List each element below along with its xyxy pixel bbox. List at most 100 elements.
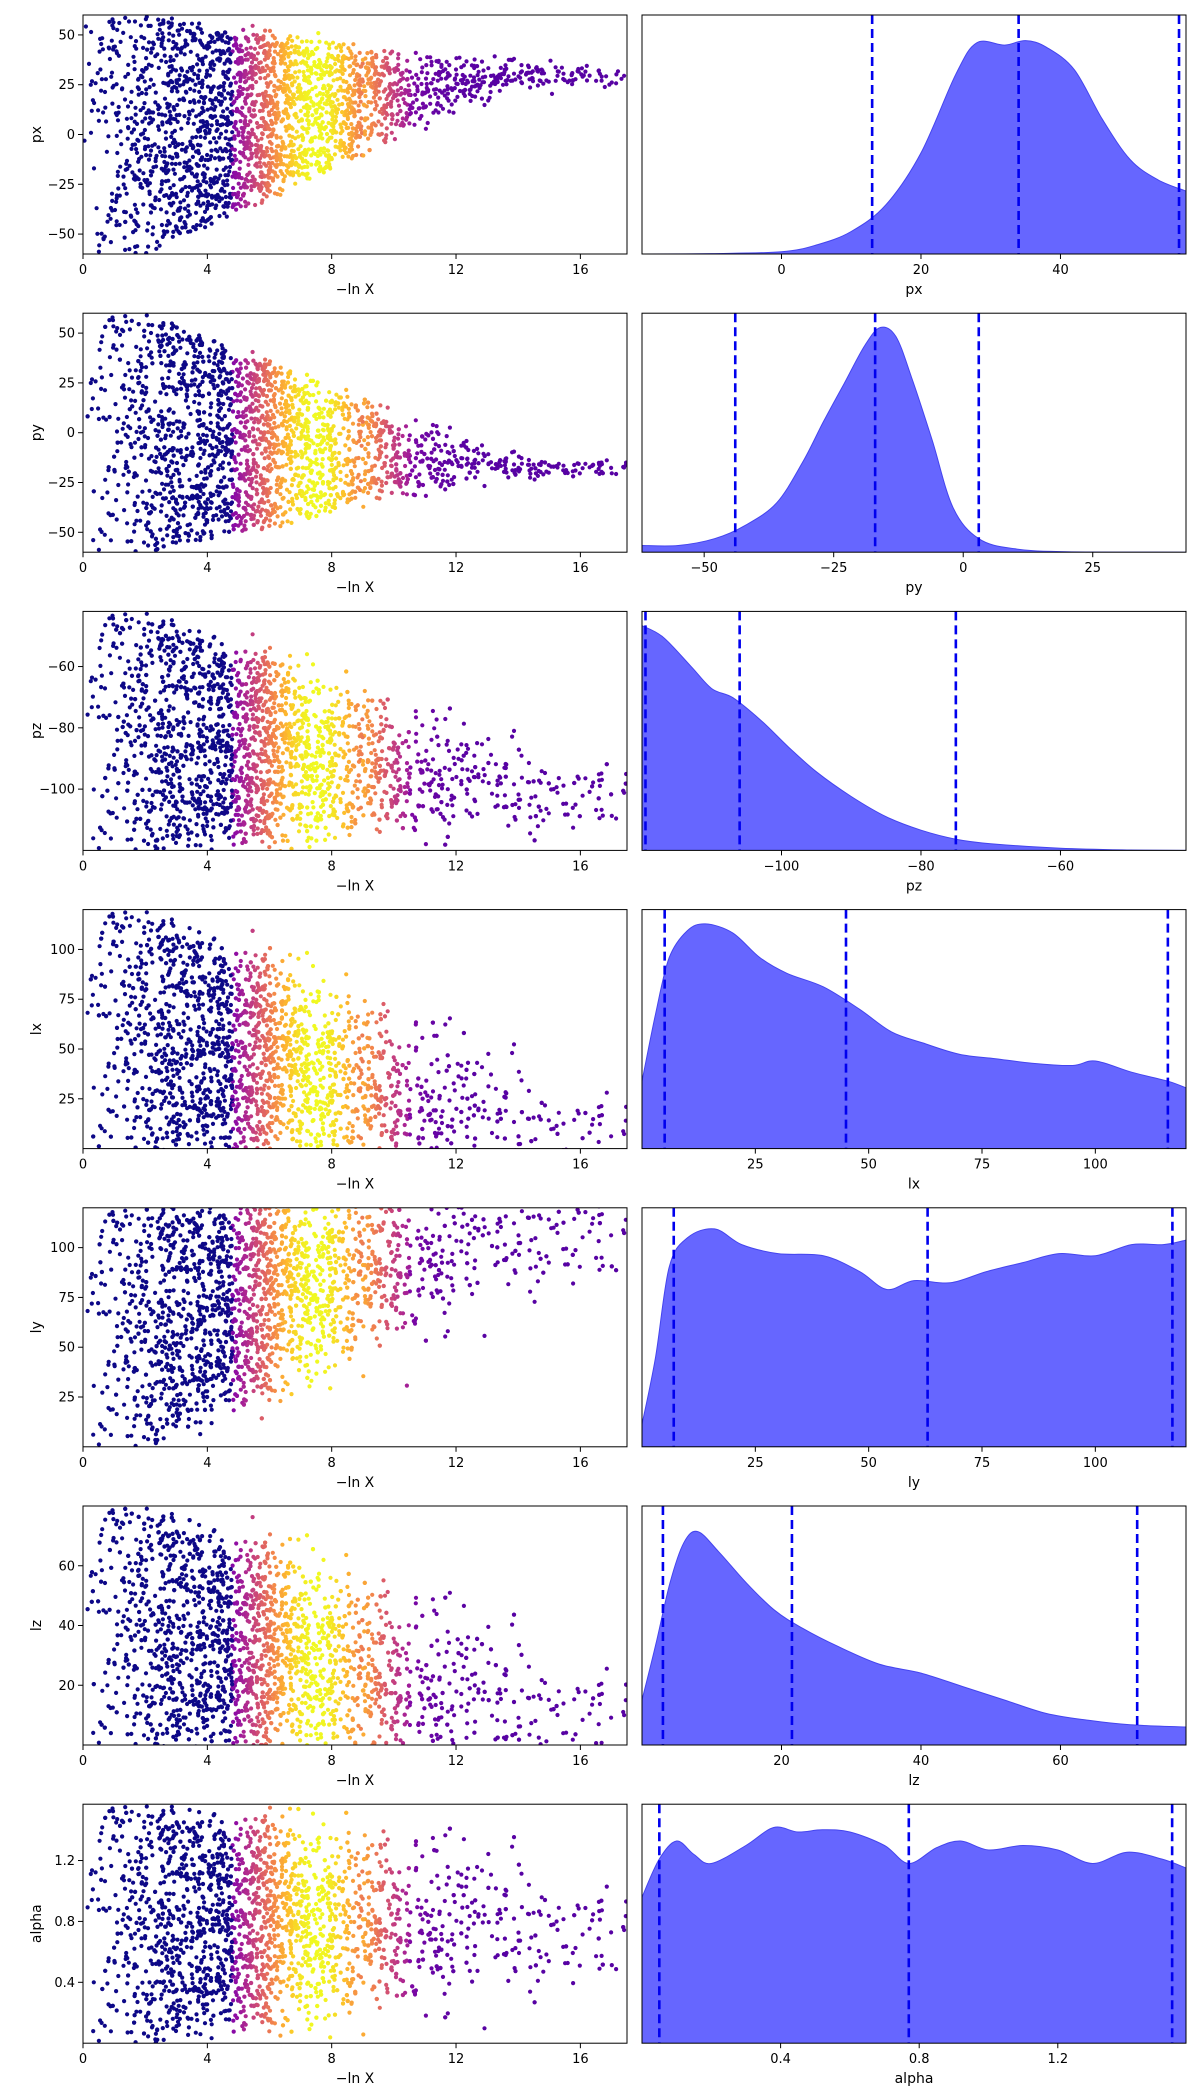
scatter-point: [199, 94, 204, 100]
scatter-point: [201, 101, 207, 106]
scatter-point: [125, 521, 130, 526]
scatter-point: [358, 77, 363, 82]
scatter-point: [163, 113, 168, 118]
scatter-point: [236, 181, 241, 186]
scatter-point: [251, 382, 256, 387]
scatter-point: [160, 537, 165, 542]
scatter-point: [340, 412, 345, 417]
scatter-point: [144, 56, 149, 61]
scatter-point: [266, 101, 271, 106]
scatter-point: [577, 471, 582, 476]
scatter-point: [243, 387, 248, 392]
scatter-point: [105, 219, 110, 224]
scatter-point: [207, 73, 213, 78]
scatter-point: [363, 88, 368, 94]
scatter-point: [454, 56, 459, 61]
scatter-point: [183, 38, 188, 43]
scatter-point: [443, 487, 448, 492]
scatter-point: [417, 482, 422, 487]
scatter-point: [135, 494, 140, 499]
scatter-point: [196, 441, 201, 446]
scatter-point: [251, 108, 256, 113]
scatter-point: [229, 477, 235, 482]
scatter-point: [225, 48, 230, 53]
scatter-point: [295, 35, 300, 40]
scatter-point: [171, 421, 176, 426]
scatter-point: [236, 89, 241, 94]
scatter-point: [400, 433, 405, 439]
scatter-point: [206, 391, 211, 396]
x-tick-label: 0: [79, 263, 87, 278]
scatter-point: [116, 104, 121, 110]
scatter-point: [226, 407, 232, 412]
scatter-point: [153, 459, 158, 465]
scatter-point: [267, 139, 272, 145]
scatter-point: [171, 183, 176, 188]
scatter-point: [317, 128, 322, 133]
scatter-point: [253, 66, 258, 71]
scatter-point: [99, 529, 104, 535]
scatter-point: [221, 204, 226, 209]
scatter-point: [377, 132, 382, 137]
scatter-point: [131, 54, 136, 59]
scatter-point: [334, 130, 339, 135]
scatter-point: [230, 495, 235, 500]
scatter-point: [401, 76, 406, 81]
scatter-point: [128, 213, 133, 218]
scatter-point: [457, 55, 462, 60]
scatter-point: [278, 524, 283, 529]
scatter-point: [151, 42, 156, 47]
scatter-point: [267, 28, 273, 33]
scatter-point: [259, 527, 264, 532]
scatter-point: [594, 78, 599, 83]
scatter-point: [280, 520, 285, 525]
scatter-point: [336, 53, 341, 59]
scatter-point: [143, 144, 148, 149]
scatter-point: [139, 452, 144, 458]
scatter-point: [311, 151, 316, 156]
scatter-point: [597, 71, 603, 76]
scatter-point: [355, 62, 360, 67]
scatter-point: [310, 86, 315, 92]
scatter-point: [384, 133, 389, 138]
scatter-point: [231, 192, 236, 197]
scatter-point: [91, 489, 96, 494]
scatter-point: [278, 157, 283, 162]
scatter-point: [196, 129, 201, 134]
scatter-point: [153, 54, 158, 59]
scatter-point: [391, 96, 396, 101]
scatter-point: [174, 392, 179, 397]
scatter-point: [174, 460, 180, 466]
scatter-point: [445, 460, 450, 465]
scatter-point: [288, 139, 294, 144]
scatter-point: [132, 500, 137, 506]
scatter-point: [211, 67, 216, 72]
scatter-point: [241, 183, 246, 188]
scatter-point: [179, 26, 185, 31]
scatter-point: [158, 491, 163, 496]
scatter-point: [218, 440, 223, 445]
scatter-point: [111, 47, 116, 52]
scatter-point: [228, 52, 233, 57]
scatter-point: [324, 131, 330, 137]
scatter-point: [321, 85, 326, 90]
scatter-point: [221, 167, 226, 172]
scatter-point: [272, 432, 277, 437]
scatter-point: [338, 69, 343, 74]
scatter-point: [201, 491, 206, 497]
scatter-point: [168, 490, 173, 495]
scatter-point: [442, 459, 447, 465]
scatter-point: [353, 54, 358, 59]
scatter-point: [318, 503, 324, 508]
scatter-point: [170, 385, 175, 390]
scatter-point: [411, 100, 416, 105]
scatter-point: [278, 484, 283, 489]
scatter-point: [108, 216, 113, 221]
scatter-point: [218, 56, 223, 62]
scatter-point: [134, 150, 140, 155]
scatter-point: [221, 84, 226, 89]
scatter-point: [391, 438, 396, 443]
scatter-point: [323, 501, 328, 506]
scatter-point: [194, 162, 199, 167]
scatter-point: [267, 189, 273, 194]
